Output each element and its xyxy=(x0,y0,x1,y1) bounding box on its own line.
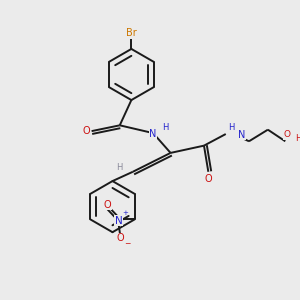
Text: O: O xyxy=(104,200,111,210)
Text: H: H xyxy=(117,163,123,172)
Text: H: H xyxy=(228,123,235,132)
Text: +: + xyxy=(122,210,128,216)
Text: O: O xyxy=(116,233,124,243)
Text: N: N xyxy=(149,129,157,139)
Text: N: N xyxy=(115,216,122,226)
Text: −: − xyxy=(124,239,130,248)
Text: Br: Br xyxy=(126,28,137,38)
Text: H: H xyxy=(162,123,169,132)
Text: O: O xyxy=(205,174,212,184)
Text: N: N xyxy=(238,130,245,140)
Text: H: H xyxy=(295,134,300,143)
Text: O: O xyxy=(82,126,90,136)
Text: O: O xyxy=(283,130,290,140)
